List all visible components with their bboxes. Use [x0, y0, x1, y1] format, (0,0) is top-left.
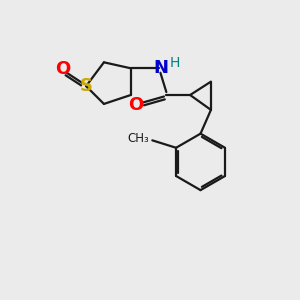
Text: O: O [56, 60, 71, 78]
Text: N: N [153, 59, 168, 77]
Text: S: S [80, 77, 93, 95]
Text: O: O [128, 96, 144, 114]
Text: CH₃: CH₃ [127, 132, 149, 146]
Text: H: H [170, 56, 181, 70]
